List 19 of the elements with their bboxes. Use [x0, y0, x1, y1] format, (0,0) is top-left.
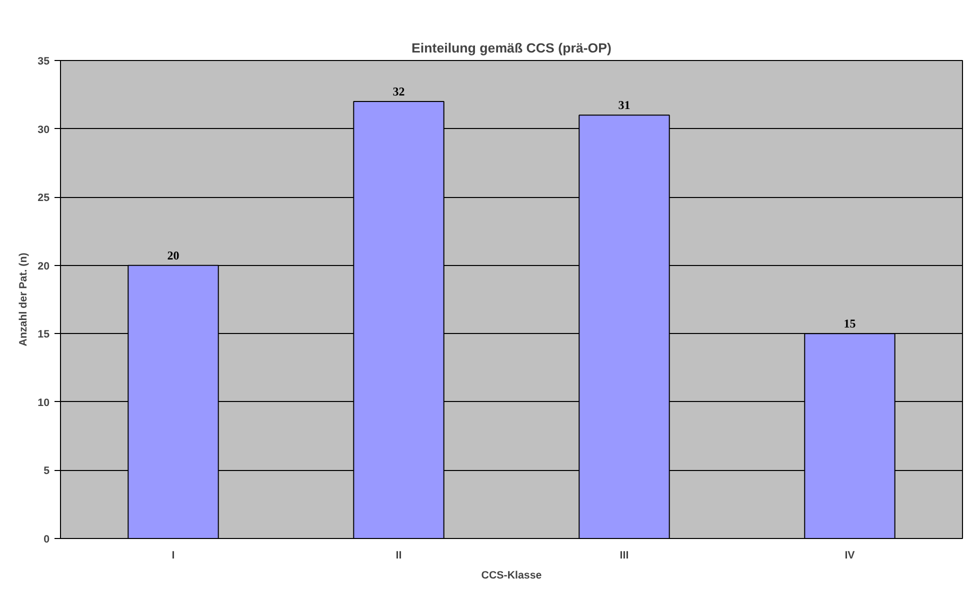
x-tick-label: III — [620, 550, 629, 562]
data-label: 32 — [392, 84, 405, 98]
y-tick-label: 25 — [38, 192, 50, 204]
y-tick-label: 5 — [44, 465, 50, 478]
data-label: 15 — [844, 316, 856, 331]
x-axis-title: CCS-Klasse — [481, 570, 542, 582]
y-tick-label: 10 — [38, 396, 50, 409]
y-axis-title: Anzahl der Pat. (n) — [18, 252, 30, 346]
x-tick-label: IV — [844, 550, 856, 562]
data-label: 31 — [618, 98, 630, 112]
y-tick-label: 15 — [38, 328, 50, 341]
y-tick-label: 0 — [44, 534, 50, 546]
y-tick-label: 35 — [38, 56, 50, 68]
y-tick-label: 30 — [38, 124, 50, 136]
y-tick-label: 20 — [38, 260, 50, 272]
x-tick-label: I — [172, 550, 175, 562]
chart-title: Einteilung gemäß CCS (prä-OP) — [412, 40, 612, 56]
x-tick-label: II — [396, 550, 402, 562]
data-label: 20 — [167, 248, 180, 262]
